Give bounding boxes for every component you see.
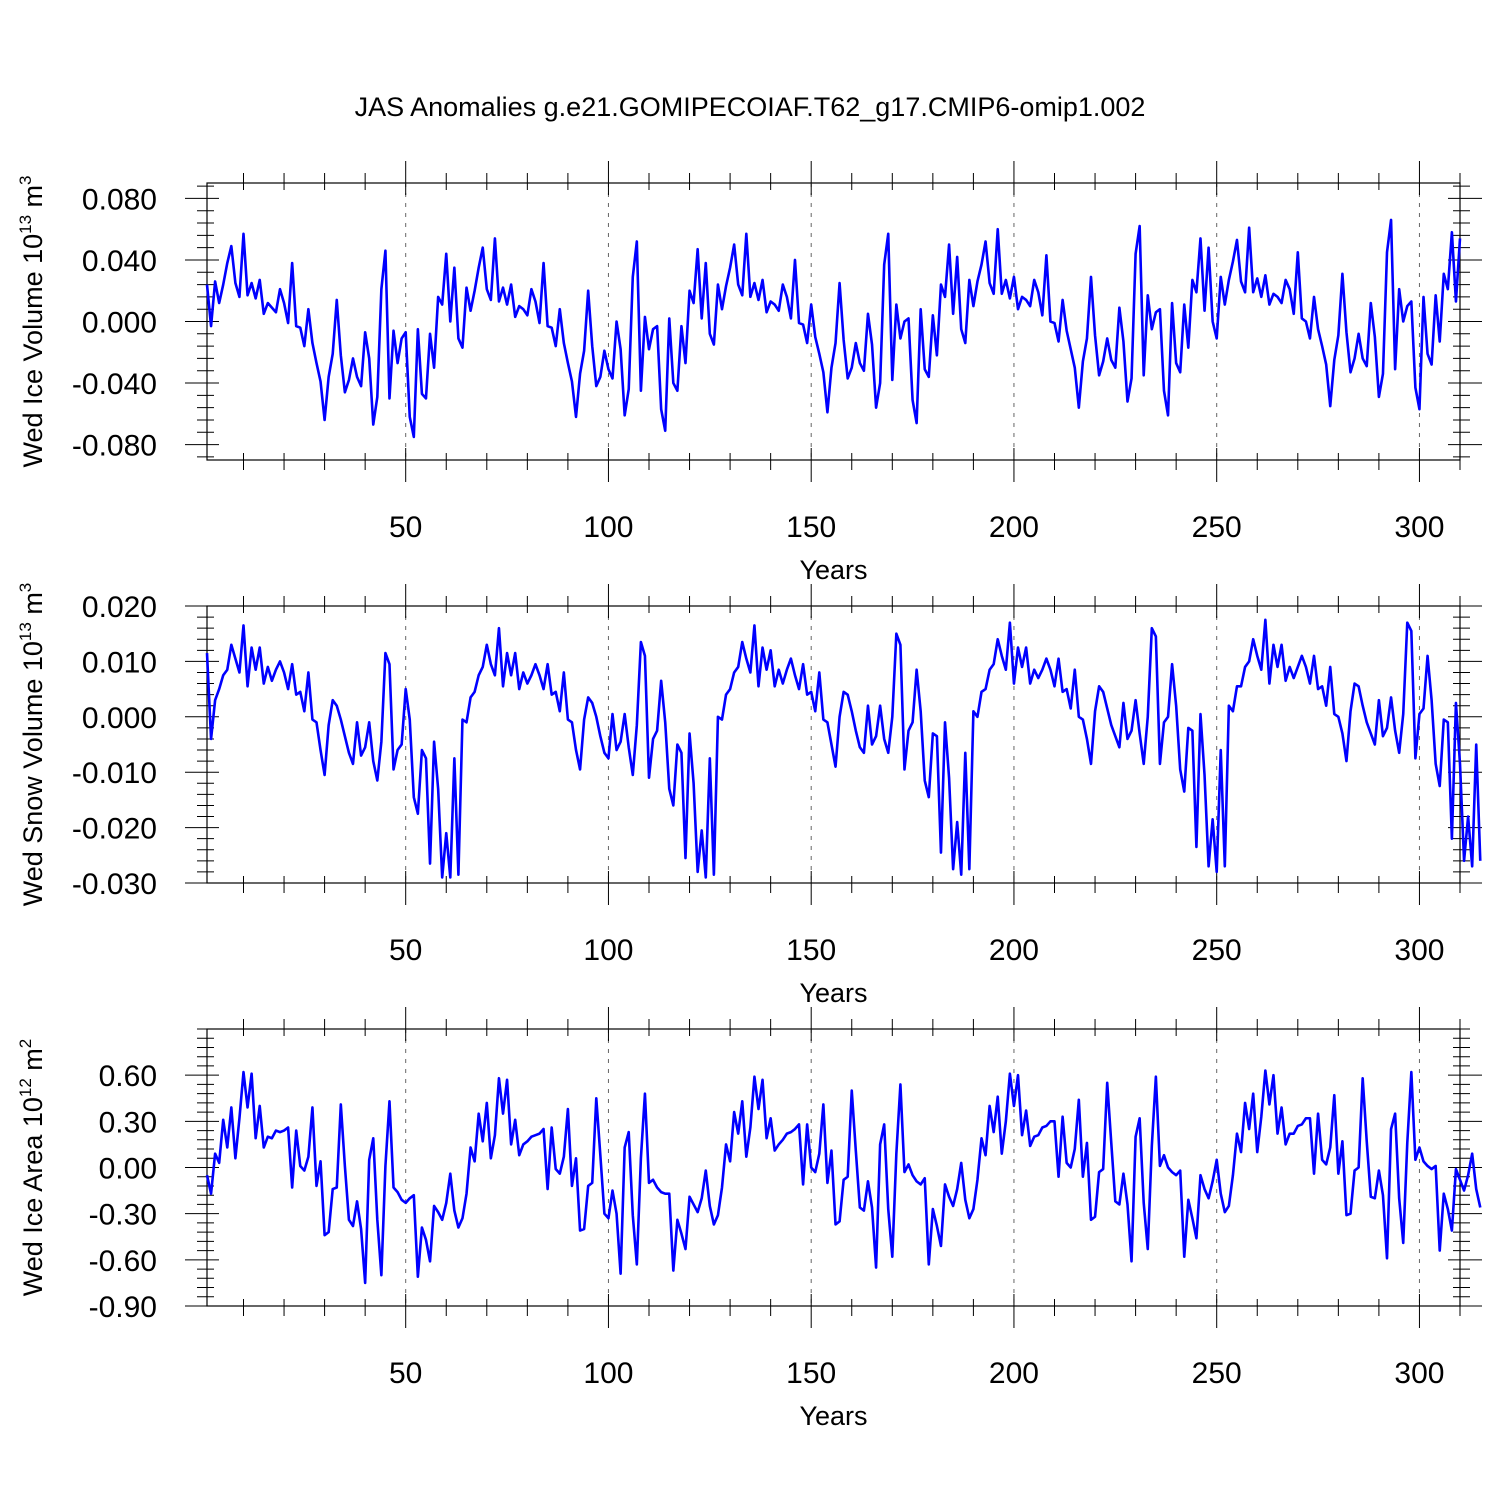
panel-3: 50 100 150 200 250 300 Years -0.90 -0.60 -0.30 0.0… bbox=[16, 1007, 1482, 1431]
y-axis-label-exp: 13 bbox=[16, 622, 35, 641]
y-axis-label-unit: m bbox=[18, 1048, 48, 1078]
y-axis-label-base: Wed Ice Area 10 bbox=[18, 1097, 48, 1296]
plot-frame bbox=[206, 182, 1461, 461]
x-tick-label: 200 bbox=[989, 511, 1039, 544]
y-tick-label: 0.080 bbox=[82, 183, 157, 216]
y-axis-label-base: Wed Ice Volume 10 bbox=[18, 234, 48, 468]
x-tick-label: 300 bbox=[1394, 934, 1444, 967]
x-tick-label: 250 bbox=[1192, 934, 1242, 967]
series-line bbox=[205, 618, 1482, 879]
x-tick-label: 100 bbox=[583, 934, 633, 967]
y-axis-label-unit: m bbox=[18, 592, 48, 622]
y-axis-label-unit-exp: 3 bbox=[16, 583, 35, 592]
x-tick-label: 250 bbox=[1192, 1357, 1242, 1390]
x-tick-label: 150 bbox=[786, 511, 836, 544]
x-axis-label: Years bbox=[799, 978, 867, 1008]
x-tick-label: 150 bbox=[786, 934, 836, 967]
y-axis-label: Wed Ice Area 1012 m2 bbox=[16, 1039, 48, 1297]
x-tick-label: 200 bbox=[989, 934, 1039, 967]
y-tick-label: -0.90 bbox=[89, 1291, 157, 1324]
chart-title: JAS Anomalies g.e21.GOMIPECOIAF.T62_g17.… bbox=[354, 92, 1146, 122]
y-axis-label-base: Wed Snow Volume 10 bbox=[18, 641, 48, 906]
y-axis-label-unit-exp: 3 bbox=[16, 175, 35, 184]
y-axis-label-unit-exp: 2 bbox=[16, 1039, 35, 1048]
y-tick-label: -0.080 bbox=[72, 430, 157, 463]
x-tick-label: 50 bbox=[389, 934, 422, 967]
y-tick-label: 0.00 bbox=[99, 1153, 157, 1186]
x-axis-label: Years bbox=[799, 555, 867, 585]
x-axis-label: Years bbox=[799, 1401, 867, 1431]
y-tick-label: -0.030 bbox=[72, 868, 157, 901]
y-tick-label: 0.040 bbox=[82, 245, 157, 278]
series-line bbox=[205, 1069, 1482, 1285]
x-tick-label: 50 bbox=[389, 511, 422, 544]
x-tick-label: 250 bbox=[1192, 511, 1242, 544]
y-tick-label: -0.60 bbox=[89, 1245, 157, 1278]
y-axis-label-exp: 12 bbox=[16, 1078, 35, 1097]
y-tick-label: -0.040 bbox=[72, 368, 157, 401]
x-tick-label: 100 bbox=[583, 1357, 633, 1390]
x-tick-label: 200 bbox=[989, 1357, 1039, 1390]
y-tick-label: 0.000 bbox=[82, 702, 157, 735]
y-tick-label: -0.010 bbox=[72, 757, 157, 790]
x-tick-label: 300 bbox=[1394, 1357, 1444, 1390]
x-tick-label: 300 bbox=[1394, 511, 1444, 544]
y-tick-label: 0.30 bbox=[99, 1106, 157, 1139]
y-tick-label: 0.60 bbox=[99, 1060, 157, 1093]
panel-1: 50 100 150 200 250 300 Years -0.080 -0.040 0.000 0… bbox=[16, 161, 1482, 585]
y-tick-label: 0.010 bbox=[82, 646, 157, 679]
panel-2: 50 100 150 200 250 300 Years -0.030 -0.020 -0.010… bbox=[16, 583, 1482, 1008]
series-line bbox=[205, 218, 1462, 439]
y-tick-label: 0.000 bbox=[82, 307, 157, 340]
y-axis-label: Wed Snow Volume 1013 m3 bbox=[16, 583, 48, 907]
x-tick-label: 50 bbox=[389, 1357, 422, 1390]
x-tick-label: 150 bbox=[786, 1357, 836, 1390]
y-axis-label-exp: 13 bbox=[16, 215, 35, 234]
y-tick-label: -0.30 bbox=[89, 1199, 157, 1232]
x-tick-label: 100 bbox=[583, 511, 633, 544]
y-tick-label: 0.020 bbox=[82, 591, 157, 624]
y-tick-label: -0.020 bbox=[72, 813, 157, 846]
y-axis-label-unit: m bbox=[18, 185, 48, 215]
y-axis-label: Wed Ice Volume 1013 m3 bbox=[16, 175, 48, 467]
